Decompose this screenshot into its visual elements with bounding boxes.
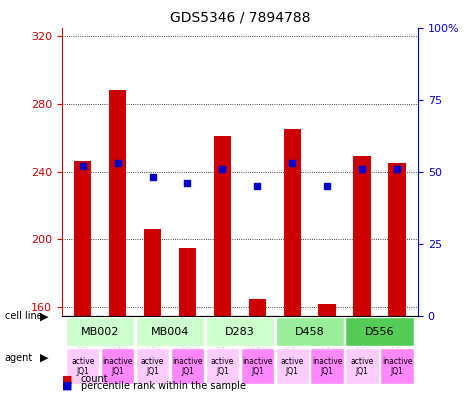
Text: active
JQ1: active JQ1 [281,356,304,376]
FancyBboxPatch shape [276,318,344,346]
Text: MB002: MB002 [81,327,119,336]
Text: ■: ■ [62,381,72,391]
Text: active
JQ1: active JQ1 [211,356,234,376]
Point [114,160,122,166]
Text: cell line: cell line [5,311,42,321]
FancyBboxPatch shape [66,318,134,346]
FancyBboxPatch shape [101,348,134,384]
FancyBboxPatch shape [345,348,379,384]
Point [358,165,366,172]
Text: percentile rank within the sample: percentile rank within the sample [81,381,246,391]
Text: inactive
JQ1: inactive JQ1 [242,356,273,376]
Bar [353,156,371,316]
Point [79,163,86,169]
Text: ▶: ▶ [40,353,49,363]
Text: inactive
JQ1: inactive JQ1 [103,356,133,376]
Bar [109,90,126,316]
Text: D283: D283 [225,327,255,336]
Text: ▶: ▶ [40,311,49,321]
Text: ■: ■ [62,375,72,384]
Bar [144,229,162,316]
FancyBboxPatch shape [171,348,204,384]
Bar [179,248,196,316]
Text: inactive
JQ1: inactive JQ1 [172,356,203,376]
Text: active
JQ1: active JQ1 [351,356,374,376]
Point [218,165,226,172]
FancyBboxPatch shape [206,348,239,384]
Point [393,165,401,172]
Text: inactive
JQ1: inactive JQ1 [312,356,342,376]
Point [254,183,261,189]
FancyBboxPatch shape [66,348,99,384]
Text: active
JQ1: active JQ1 [71,356,95,376]
FancyBboxPatch shape [276,348,309,384]
FancyBboxPatch shape [136,318,204,346]
FancyBboxPatch shape [206,318,274,346]
FancyBboxPatch shape [240,348,274,384]
Bar [284,129,301,316]
Text: inactive
JQ1: inactive JQ1 [382,356,412,376]
Bar [248,299,266,316]
Title: GDS5346 / 7894788: GDS5346 / 7894788 [170,11,310,25]
FancyBboxPatch shape [311,348,344,384]
Text: D556: D556 [365,327,394,336]
Bar [74,162,91,316]
Bar [318,304,336,316]
Point [149,174,156,180]
Text: MB004: MB004 [151,327,189,336]
FancyBboxPatch shape [345,318,414,346]
Text: agent: agent [5,353,33,363]
Bar [389,163,406,316]
Point [184,180,191,186]
Point [323,183,331,189]
FancyBboxPatch shape [380,348,414,384]
Text: count: count [81,375,108,384]
Bar [214,136,231,316]
Text: active
JQ1: active JQ1 [141,356,164,376]
Point [288,160,296,166]
Text: D458: D458 [295,327,324,336]
FancyBboxPatch shape [136,348,169,384]
